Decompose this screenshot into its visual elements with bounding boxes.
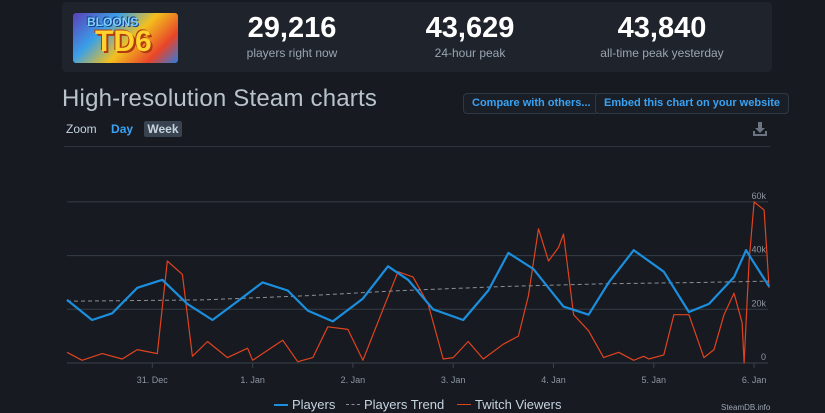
x-tick-label: 31. Dec [137, 375, 169, 385]
y-tick-label: 60k [751, 191, 766, 201]
legend-players[interactable]: Players [274, 397, 335, 412]
x-tick-label: 6. Jan [742, 375, 767, 385]
players-line [66, 249, 771, 323]
x-tick-label: 3. Jan [441, 375, 466, 385]
legend-label: Players Trend [364, 397, 445, 412]
x-tick-label: 2. Jan [341, 375, 366, 385]
legend-label: Twitch Viewers [475, 397, 562, 412]
stat-label: all-time peak yesterday [600, 46, 724, 60]
x-tick-label: 4. Jan [541, 375, 566, 385]
legend-players-swatch [274, 403, 288, 406]
legend-trend-swatch [346, 404, 360, 405]
stat-label: players right now [246, 46, 338, 60]
game-logo[interactable]: BLOONS TD6 [73, 13, 178, 63]
stat-value: 43,629 [425, 12, 515, 44]
x-tick-label: 5. Jan [642, 375, 667, 385]
legend-label: Players [292, 397, 336, 412]
page-title: High-resolution Steam charts [62, 85, 378, 112]
chart-top-divider [64, 146, 770, 147]
compare-button[interactable]: Compare with others... [463, 93, 600, 114]
stat-24h-peak: 43,629 24-hour peak [400, 12, 540, 60]
stat-label: 24-hour peak [434, 46, 506, 60]
zoom-label: Zoom [66, 122, 97, 136]
game-logo-line2: TD6 [95, 25, 152, 58]
twitch-viewers-line [66, 201, 770, 364]
legend-players-trend[interactable]: Players Trend [346, 397, 444, 412]
stat-players-now: 29,216 players right now [222, 12, 362, 60]
stat-value: 29,216 [247, 12, 337, 44]
download-icon[interactable] [752, 121, 768, 137]
zoom-week-button[interactable]: Week [144, 121, 182, 137]
game-logo-line1: BLOONS [87, 15, 139, 29]
legend-twitch-swatch [457, 404, 471, 405]
x-tick-label: 1. Jan [240, 375, 265, 385]
zoom-selector: Zoom Day Week [66, 121, 187, 137]
y-tick-label: 0 [761, 352, 766, 362]
stat-value: 43,840 [617, 12, 707, 44]
legend-twitch-viewers[interactable]: Twitch Viewers [457, 397, 561, 412]
credit-link[interactable]: SteamDB.info [721, 403, 771, 412]
stats-panel: BLOONS TD6 29,216 players right now 43,6… [62, 2, 772, 72]
players-trend-line [66, 280, 770, 302]
x-axis: 31. Dec 1. Jan 2. Jan 3. Jan 4. Jan 5. Jan 6. … [137, 363, 767, 385]
zoom-day-button[interactable]: Day [111, 122, 134, 136]
chart-series [66, 201, 771, 364]
y-axis: 0 20k 40k 60k [751, 191, 766, 362]
y-tick-label: 40k [751, 245, 766, 255]
embed-chart-button[interactable]: Embed this chart on your website [595, 93, 790, 114]
chart-grid [67, 201, 768, 364]
stat-all-time-peak: 43,840 all-time peak yesterday [582, 12, 742, 60]
y-tick-label: 20k [751, 298, 766, 308]
